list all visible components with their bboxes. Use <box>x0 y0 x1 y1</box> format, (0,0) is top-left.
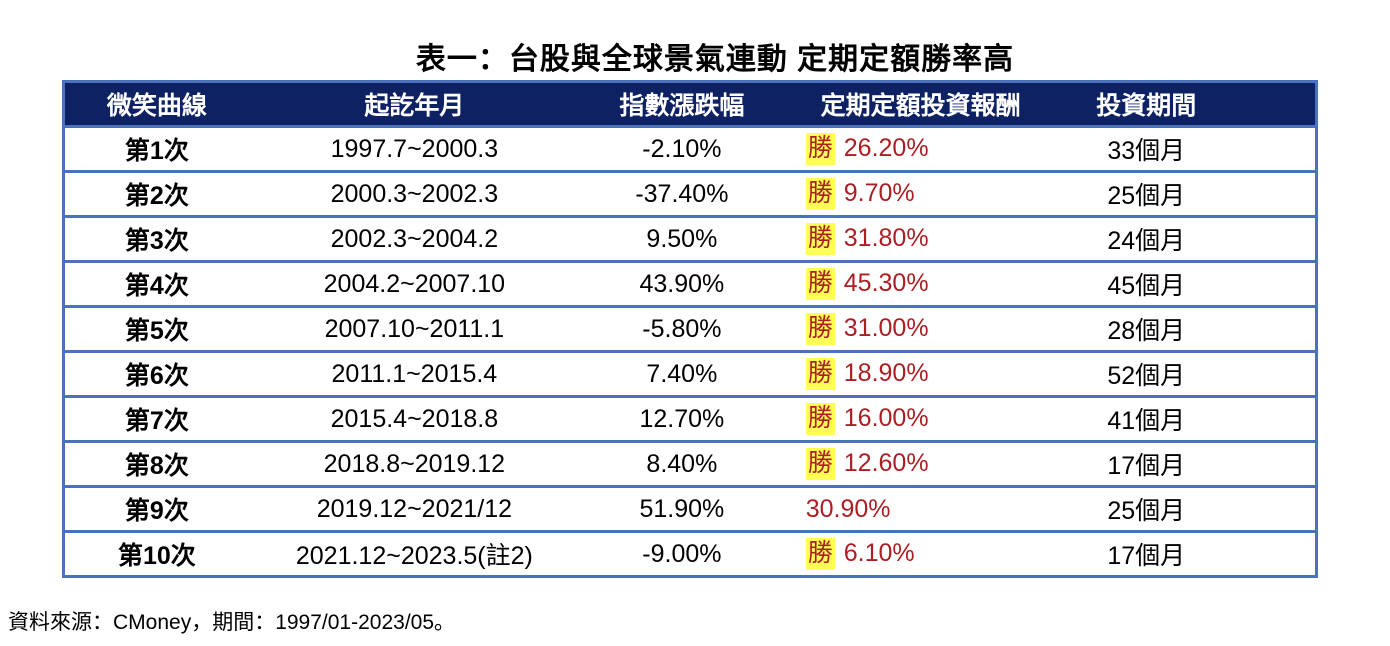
dca-return-value: 31.00% <box>843 314 929 343</box>
duration-cell: 28個月 <box>1107 317 1186 345</box>
dca-return-value: 45.30% <box>843 269 929 298</box>
dca-return-value: 31.80% <box>843 224 929 253</box>
period-cell: 2011.1~2015.4 <box>331 359 498 388</box>
win-badge: 勝 <box>805 268 835 300</box>
table-header-row: 微笑曲線 起訖年月 指數漲跌幅 定期定額投資報酬 投資期間 <box>65 83 1315 125</box>
period-cell: 2018.8~2019.12 <box>323 449 506 478</box>
period-cell: 2007.10~2011.1 <box>324 314 505 343</box>
index-change-cell: 9.50% <box>646 224 718 253</box>
duration-cell: 41個月 <box>1107 407 1186 435</box>
table-row: 第10次 2021.12~2023.5(註2) -9.00% 勝 6.10% 17… <box>65 530 1315 575</box>
dca-return-value: 9.70% <box>843 179 915 208</box>
smile-curve-cell: 第9次 <box>124 497 189 525</box>
dca-performance-table: 微笑曲線 起訖年月 指數漲跌幅 定期定額投資報酬 投資期間 第1次 1997.7… <box>62 80 1318 578</box>
dca-return-value: 16.00% <box>843 404 929 433</box>
dca-return-value: 12.60% <box>843 449 929 478</box>
index-change-cell: 8.40% <box>646 449 718 478</box>
dca-return-cell: 勝 31.80% <box>784 223 1058 255</box>
smile-curve-cell: 第1次 <box>124 137 189 165</box>
win-badge: 勝 <box>805 223 835 255</box>
index-change-cell: 12.70% <box>639 404 725 433</box>
dca-return-cell: 勝 26.20% <box>784 133 1058 165</box>
duration-cell: 25個月 <box>1107 182 1186 210</box>
header-dca-return: 定期定額投資報酬 <box>820 92 1021 120</box>
smile-curve-cell: 第7次 <box>124 407 189 435</box>
table-row: 第9次 2019.12~2021/12 51.90% 30.90% 25個月 <box>65 485 1315 530</box>
dca-return-cell: 30.90% <box>784 495 1058 524</box>
smile-curve-cell: 第8次 <box>124 452 189 480</box>
index-change-cell: -9.00% <box>642 539 722 568</box>
table-row: 第6次 2011.1~2015.4 7.40% 勝 18.90% 52個月 <box>65 350 1315 395</box>
dca-return-value: 6.10% <box>843 539 915 568</box>
dca-return-cell: 勝 18.90% <box>784 358 1058 390</box>
win-badge: 勝 <box>805 538 835 570</box>
duration-cell: 45個月 <box>1107 272 1186 300</box>
dca-return-value: 30.90% <box>805 494 891 523</box>
win-badge: 勝 <box>805 313 835 345</box>
source-note: 資料來源：CMoney，期間：1997/01-2023/05。 <box>8 611 456 634</box>
dca-return-value: 18.90% <box>843 359 929 388</box>
smile-curve-cell: 第3次 <box>124 227 189 255</box>
smile-curve-cell: 第4次 <box>124 272 189 300</box>
duration-cell: 33個月 <box>1107 137 1186 165</box>
index-change-cell: -5.80% <box>642 314 722 343</box>
table-row: 第8次 2018.8~2019.12 8.40% 勝 12.60% 17個月 <box>65 440 1315 485</box>
dca-return-cell: 勝 45.30% <box>784 268 1058 300</box>
smile-curve-cell: 第2次 <box>124 182 189 210</box>
dca-return-cell: 勝 16.00% <box>784 403 1058 435</box>
index-change-cell: 43.90% <box>639 269 725 298</box>
header-duration: 投資期間 <box>1096 92 1197 120</box>
duration-cell: 52個月 <box>1107 362 1186 390</box>
period-cell: 2021.12~2023.5(註2) <box>295 542 533 570</box>
index-change-cell: 51.90% <box>639 494 725 523</box>
header-smile-curve: 微笑曲線 <box>106 92 207 120</box>
header-index-change: 指數漲跌幅 <box>619 92 745 120</box>
win-badge: 勝 <box>805 133 835 165</box>
period-cell: 2000.3~2002.3 <box>330 179 499 208</box>
index-change-cell: 7.40% <box>646 359 718 388</box>
index-change-cell: -37.40% <box>635 179 729 208</box>
period-cell: 2002.3~2004.2 <box>330 224 499 253</box>
table-row: 第3次 2002.3~2004.2 9.50% 勝 31.80% 24個月 <box>65 215 1315 260</box>
table-row: 第5次 2007.10~2011.1 -5.80% 勝 31.00% 28個月 <box>65 305 1315 350</box>
dca-return-cell: 勝 12.60% <box>784 448 1058 480</box>
win-badge: 勝 <box>805 358 835 390</box>
index-change-cell: -2.10% <box>642 134 722 163</box>
smile-curve-cell: 第10次 <box>117 542 196 570</box>
period-cell: 2004.2~2007.10 <box>323 269 506 298</box>
smile-curve-cell: 第5次 <box>124 317 189 345</box>
table-row: 第7次 2015.4~2018.8 12.70% 勝 16.00% 41個月 <box>65 395 1315 440</box>
dca-return-cell: 勝 9.70% <box>784 178 1058 210</box>
period-cell: 2019.12~2021/12 <box>316 494 513 523</box>
period-cell: 2015.4~2018.8 <box>330 404 499 433</box>
duration-cell: 25個月 <box>1107 497 1186 525</box>
table-row: 第2次 2000.3~2002.3 -37.40% 勝 9.70% 25個月 <box>65 170 1315 215</box>
table-row: 第4次 2004.2~2007.10 43.90% 勝 45.30% 45個月 <box>65 260 1315 305</box>
smile-curve-cell: 第6次 <box>124 362 189 390</box>
period-cell: 1997.7~2000.3 <box>330 134 499 163</box>
dca-return-cell: 勝 6.10% <box>784 538 1058 570</box>
win-badge: 勝 <box>805 178 835 210</box>
header-period: 起訖年月 <box>364 92 465 120</box>
table-title: 表一：台股與全球景氣連動 定期定額勝率高 <box>415 43 1015 76</box>
duration-cell: 24個月 <box>1107 227 1186 255</box>
table-row: 第1次 1997.7~2000.3 -2.10% 勝 26.20% 33個月 <box>65 125 1315 170</box>
win-badge: 勝 <box>805 448 835 480</box>
duration-cell: 17個月 <box>1107 452 1186 480</box>
dca-return-value: 26.20% <box>843 134 929 163</box>
duration-cell: 17個月 <box>1107 542 1186 570</box>
dca-return-cell: 勝 31.00% <box>784 313 1058 345</box>
win-badge: 勝 <box>805 403 835 435</box>
